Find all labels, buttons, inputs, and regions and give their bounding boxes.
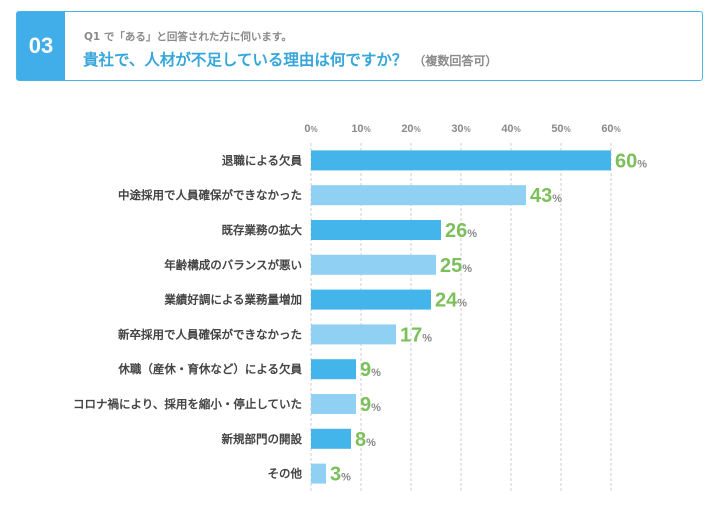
value-unit: % bbox=[462, 263, 472, 275]
tick-unit: % bbox=[514, 125, 521, 134]
tick-unit: % bbox=[414, 125, 421, 134]
value-number: 25 bbox=[440, 255, 462, 277]
tick-label: 40% bbox=[501, 123, 520, 135]
bar bbox=[311, 254, 436, 275]
category-label: その他 bbox=[268, 467, 303, 481]
bar bbox=[311, 394, 356, 414]
category-label: 退職による欠員 bbox=[222, 153, 303, 167]
value-label: 3% bbox=[330, 464, 351, 486]
value-unit: % bbox=[467, 228, 477, 240]
value-label: 9% bbox=[360, 394, 381, 416]
tick-value: 30 bbox=[451, 123, 463, 135]
value-label: 60% bbox=[615, 150, 647, 172]
tick-unit: % bbox=[464, 125, 471, 134]
value-label: 25% bbox=[440, 255, 472, 277]
value-unit: % bbox=[366, 437, 376, 449]
question-title: 貴社で、人材が不足している理由は何ですか？ bbox=[83, 51, 408, 69]
tick-label: 60% bbox=[601, 123, 620, 135]
value-number: 26 bbox=[445, 220, 467, 242]
tick-unit: % bbox=[614, 125, 621, 134]
value-unit: % bbox=[422, 332, 432, 344]
value-number: 60 bbox=[615, 150, 637, 172]
value-number: 3 bbox=[330, 464, 341, 486]
value-label: 17% bbox=[400, 324, 432, 346]
value-unit: % bbox=[371, 402, 381, 414]
category-label: 新規部門の開設 bbox=[222, 432, 303, 446]
value-unit: % bbox=[637, 158, 647, 170]
value-number: 8 bbox=[355, 429, 366, 451]
value-label: 9% bbox=[360, 359, 381, 381]
category-label: 休職（産休・育休など）による欠員 bbox=[117, 362, 302, 376]
value-number: 9 bbox=[360, 394, 371, 416]
tick-unit: % bbox=[311, 125, 318, 134]
tick-value: 40 bbox=[501, 123, 513, 135]
bar bbox=[311, 150, 611, 171]
value-unit: % bbox=[341, 472, 351, 484]
category-label: 年齢構成のバランスが悪い bbox=[164, 258, 302, 272]
x-axis-ticks: 0% 10% 20% 30% 40% 50% 60% bbox=[304, 123, 620, 135]
value-label: 43% bbox=[530, 185, 562, 207]
tick-unit: % bbox=[364, 125, 371, 134]
tick-value: 10 bbox=[351, 123, 363, 135]
bar bbox=[311, 324, 396, 345]
tick-value: 50 bbox=[551, 123, 563, 135]
value-label: 8% bbox=[355, 429, 376, 451]
bar bbox=[311, 289, 431, 310]
category-labels: 退職による欠員中途採用で人員確保ができなかった既存業務の拡大年齢構成のバランスが… bbox=[73, 153, 302, 480]
value-number: 17 bbox=[400, 324, 422, 346]
bars bbox=[311, 150, 611, 484]
category-label: 既存業務の拡大 bbox=[222, 223, 303, 237]
value-label: 24% bbox=[435, 290, 467, 312]
tick-label: 20% bbox=[401, 123, 420, 135]
bar bbox=[311, 463, 326, 484]
category-label: 新卒採用で人員確保ができなかった bbox=[118, 327, 302, 341]
question-number: 03 bbox=[17, 12, 65, 80]
bar bbox=[311, 220, 441, 240]
tick-label: 10% bbox=[351, 123, 370, 135]
value-number: 24 bbox=[435, 290, 458, 312]
tick-value: 60 bbox=[601, 123, 613, 135]
value-label: 26% bbox=[445, 220, 477, 242]
value-unit: % bbox=[457, 298, 467, 310]
value-number: 43 bbox=[530, 185, 552, 207]
value-unit: % bbox=[552, 193, 562, 205]
value-number: 9 bbox=[360, 359, 371, 381]
bar bbox=[311, 359, 356, 380]
question-line: 貴社で、人材が不足している理由は何ですか？ （複数回答可） bbox=[83, 48, 497, 70]
tick-value: 20 bbox=[401, 123, 413, 135]
category-label: コロナ禍により、採用を縮小・停止していた bbox=[73, 397, 302, 411]
category-label: 中途採用で人員確保ができなかった bbox=[118, 188, 302, 202]
answer-type: （複数回答可） bbox=[413, 54, 498, 68]
question-note: Q1 で「ある」と回答された方に伺います。 bbox=[84, 31, 292, 43]
tick-unit: % bbox=[564, 125, 571, 134]
tick-label: 30% bbox=[451, 123, 470, 135]
tick-value: 0 bbox=[304, 123, 310, 135]
category-label: 業績好調による業務量増加 bbox=[163, 293, 302, 307]
bar bbox=[311, 185, 526, 206]
tick-label: 50% bbox=[551, 123, 570, 135]
bar bbox=[311, 428, 351, 449]
value-unit: % bbox=[371, 367, 381, 379]
question-header: 03 Q1 で「ある」と回答された方に伺います。 貴社で、人材が不足している理由… bbox=[16, 11, 703, 81]
value-labels: 60%43%26%25%24%17%9%9%8%3% bbox=[330, 150, 647, 485]
tick-label: 0% bbox=[304, 123, 317, 135]
